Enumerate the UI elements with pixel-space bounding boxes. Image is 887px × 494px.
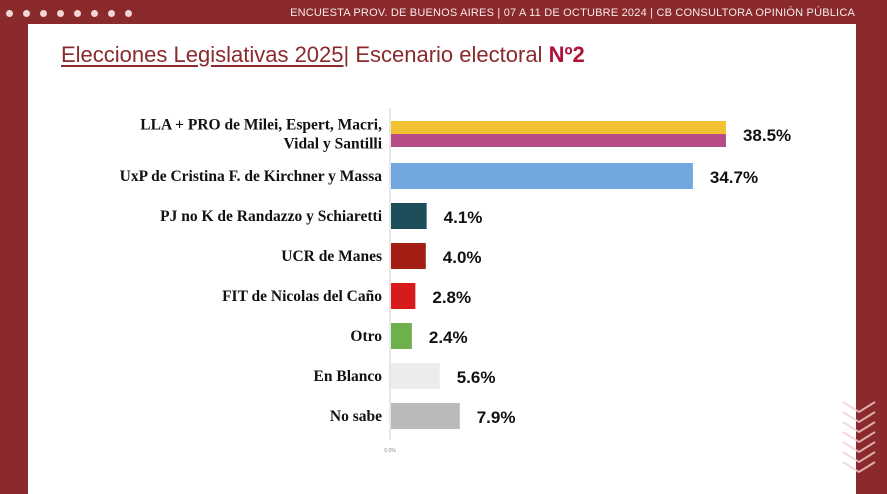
bar-segment xyxy=(391,121,726,134)
bar xyxy=(391,403,460,429)
bar xyxy=(391,163,693,189)
title-scenario: Nº2 xyxy=(548,42,585,67)
data-label: 34.7% xyxy=(710,168,758,187)
data-label: 38.5% xyxy=(743,126,791,145)
category-label: LLA + PRO de Milei, Espert, Macri, xyxy=(140,117,382,134)
bar xyxy=(391,243,426,269)
data-label: 2.8% xyxy=(432,288,471,307)
data-label: 7.9% xyxy=(477,408,516,427)
bar xyxy=(391,363,440,389)
dot-icon xyxy=(23,10,30,17)
category-label: UxP de Cristina F. de Kirchner y Massa xyxy=(120,168,383,185)
category-label: En Blanco xyxy=(314,368,383,385)
data-label: 2.4% xyxy=(429,328,468,347)
bar-chart: 0.0% 38.5% LLA + PRO de Milei, Espert, Mac… xyxy=(120,108,791,454)
page-title: Elecciones Legislativas 2025| Escenario … xyxy=(61,42,585,68)
data-label: 4.0% xyxy=(443,248,482,267)
category-label: UCR de Manes xyxy=(281,248,382,265)
dot-icon xyxy=(6,10,13,17)
category-label: Vidal y Santilli xyxy=(284,136,383,153)
dot-icon xyxy=(74,10,81,17)
bar xyxy=(391,283,416,309)
dot-icon xyxy=(40,10,47,17)
category-label: Otro xyxy=(350,328,382,345)
data-label: 5.6% xyxy=(457,368,496,387)
dot-icon xyxy=(125,10,132,17)
chevron-pattern-icon xyxy=(842,401,876,474)
title-separator: | Escenario electoral xyxy=(343,42,549,67)
survey-header: ENCUESTA PROV. DE BUENOS AIRES | 07 A 11… xyxy=(290,7,855,19)
dot-icon xyxy=(108,10,115,17)
dot-icon xyxy=(91,10,98,17)
title-main: Elecciones Legislativas 2025 xyxy=(61,42,344,67)
category-label: PJ no K de Randazzo y Schiaretti xyxy=(160,208,383,225)
category-label: FIT de Nicolas del Caño xyxy=(222,288,382,305)
category-label: No sabe xyxy=(330,408,382,425)
x-axis-tick-label: 0.0% xyxy=(384,448,396,454)
data-label: 4.1% xyxy=(444,208,483,227)
bar xyxy=(391,323,412,349)
bar-segment xyxy=(391,134,726,147)
decorative-dots xyxy=(6,10,132,17)
dot-icon xyxy=(57,10,64,17)
bar xyxy=(391,203,427,229)
